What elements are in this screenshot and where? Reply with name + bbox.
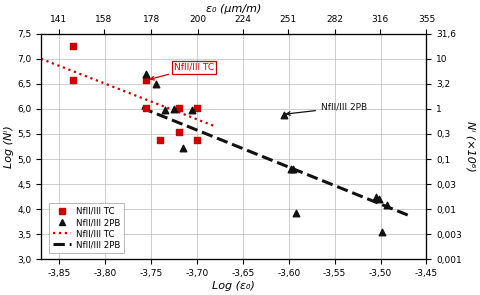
Text: NfII/III TC: NfII/III TC: [151, 63, 214, 80]
Point: [292, 211, 300, 216]
Point: [69, 44, 77, 49]
X-axis label: ε₀ (μm/m): ε₀ (μm/m): [206, 4, 262, 14]
Point: [379, 230, 386, 234]
Point: [193, 106, 201, 111]
Y-axis label: Nⁱ (×10⁶): Nⁱ (×10⁶): [466, 121, 476, 172]
Point: [152, 81, 159, 86]
Point: [143, 71, 150, 76]
Text: NfII/III 2PB: NfII/III 2PB: [287, 103, 367, 115]
Y-axis label: Log (Nⁱ): Log (Nⁱ): [4, 125, 14, 168]
Point: [143, 78, 150, 83]
Point: [156, 138, 164, 143]
Point: [180, 146, 187, 150]
Point: [69, 78, 77, 82]
Point: [175, 130, 182, 134]
Point: [161, 108, 168, 112]
Point: [383, 203, 391, 208]
Point: [143, 106, 150, 110]
Point: [175, 106, 182, 111]
Point: [375, 197, 383, 201]
Point: [289, 167, 297, 171]
Point: [280, 113, 288, 117]
Legend: NfII/III TC, NfII/III 2PB, NfII/III TC, NfII/III 2PB: NfII/III TC, NfII/III 2PB, NfII/III TC, …: [49, 204, 123, 253]
Point: [372, 194, 380, 199]
Point: [170, 106, 178, 111]
Point: [287, 167, 294, 171]
Point: [189, 108, 196, 113]
Point: [193, 138, 201, 142]
X-axis label: Log (ε₀): Log (ε₀): [212, 281, 255, 291]
